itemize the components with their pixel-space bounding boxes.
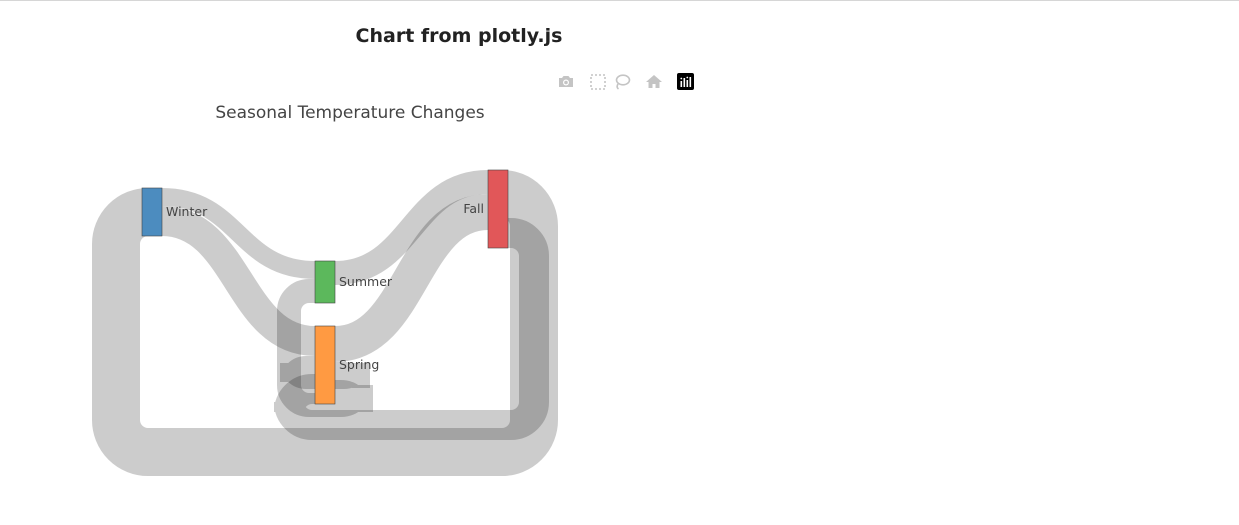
home-icon[interactable] <box>644 72 664 92</box>
sankey-link-spring-to-summer[interactable] <box>277 279 373 417</box>
sankey-link-fall-to-spring[interactable] <box>274 218 549 440</box>
sankey-node-spring[interactable] <box>314 325 336 405</box>
lasso-select-icon[interactable] <box>612 72 632 92</box>
sankey-node-fall[interactable] <box>487 169 509 249</box>
chart-title: Seasonal Temperature Changes <box>215 103 485 123</box>
sankey-link-winter-to-spring[interactable] <box>160 206 317 356</box>
box-select-icon[interactable] <box>588 72 608 92</box>
sankey-node-label-summer: Summer <box>339 274 393 289</box>
sankey-node-label-spring: Spring <box>339 357 379 372</box>
sankey-link-summer-to-fall[interactable] <box>334 170 489 285</box>
top-divider <box>0 0 1239 1</box>
sankey-link-winter-to-summer[interactable] <box>161 188 316 279</box>
sankey-node-label-fall: Fall <box>463 201 484 216</box>
page-title: Chart from plotly.js <box>355 25 563 47</box>
plotly-logo-icon[interactable] <box>676 72 696 92</box>
camera-icon[interactable] <box>556 72 576 92</box>
sankey-link-spring-to-fall[interactable] <box>333 194 490 362</box>
sankey-node-summer[interactable] <box>314 260 336 304</box>
sankey-node-label-winter: Winter <box>166 204 208 219</box>
sankey-link-fall-to-winter[interactable] <box>92 170 558 476</box>
sankey-node-winter[interactable] <box>141 187 163 237</box>
